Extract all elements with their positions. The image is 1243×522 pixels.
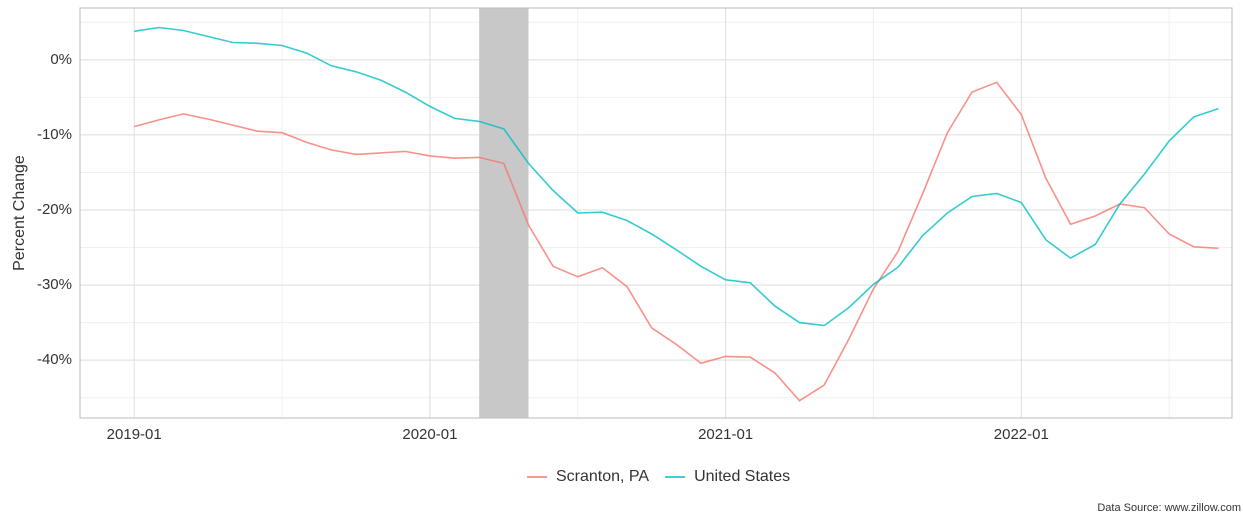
y-tick-label: -10% xyxy=(37,126,72,143)
panel-border xyxy=(79,7,1233,419)
y-axis-label: Percent Change xyxy=(11,155,28,271)
x-tick-label: 2020-01 xyxy=(402,426,457,443)
shaded-period xyxy=(479,8,529,418)
y-tick-label: -30% xyxy=(37,276,72,293)
x-tick-label: 2019-01 xyxy=(107,426,162,443)
series-line xyxy=(133,81,1219,402)
x-tick-label: 2021-01 xyxy=(698,426,753,443)
legend-label: Scranton, PA xyxy=(556,468,649,485)
caption: Data Source: www.zillow.com xyxy=(1097,502,1241,514)
y-tick-label: -40% xyxy=(37,351,72,368)
legend-label: United States xyxy=(694,468,790,485)
y-tick-label: -20% xyxy=(37,201,72,218)
x-tick-label: 2022-01 xyxy=(994,426,1049,443)
series-line xyxy=(134,26,1219,327)
y-tick-label: 0% xyxy=(50,51,72,68)
